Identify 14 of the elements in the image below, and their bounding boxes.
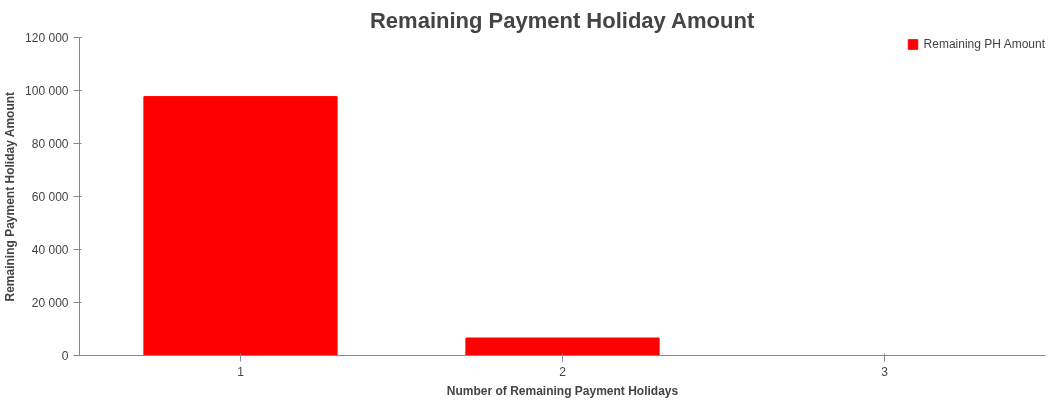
legend-label: Remaining PH Amount — [923, 37, 1045, 51]
x-tick-label: 2 — [559, 364, 567, 379]
y-tick-label: 20 000 — [31, 295, 69, 310]
y-tick-label: 0 — [61, 348, 69, 363]
y-tick-label: 80 000 — [31, 136, 69, 151]
y-tick-label: 40 000 — [31, 242, 69, 257]
y-axis-title: Remaining Payment Holiday Amount — [3, 91, 18, 302]
chart-title: Remaining Payment Holiday Amount — [369, 7, 755, 33]
x-tick-label: 1 — [237, 364, 245, 379]
y-tick-label: 120 000 — [25, 30, 69, 45]
y-tick-label: 100 000 — [25, 83, 69, 98]
x-axis-title: Number of Remaining Payment Holidays — [446, 383, 679, 398]
x-tick-label: 3 — [881, 364, 889, 379]
y-tick-label: 60 000 — [31, 189, 69, 204]
